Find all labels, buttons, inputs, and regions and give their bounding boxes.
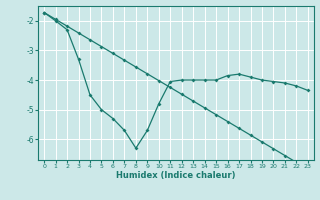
X-axis label: Humidex (Indice chaleur): Humidex (Indice chaleur) — [116, 171, 236, 180]
